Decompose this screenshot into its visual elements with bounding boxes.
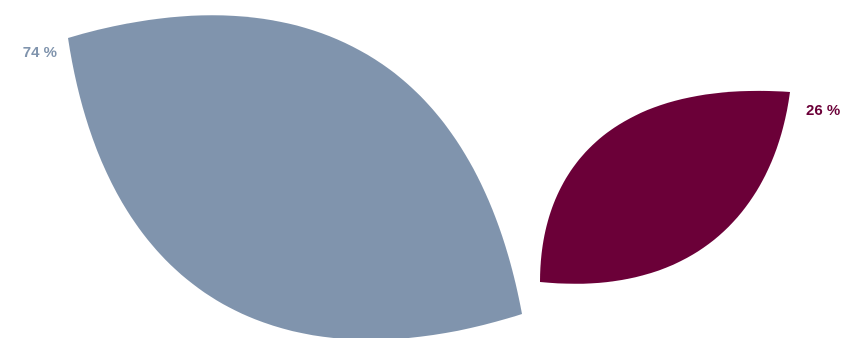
slice-label-26-percent: 26 % <box>806 102 840 119</box>
petal-slice-26-percent <box>540 90 790 284</box>
petal-slice-74-percent <box>68 15 522 338</box>
slice-label-74-percent: 74 % <box>23 44 57 61</box>
